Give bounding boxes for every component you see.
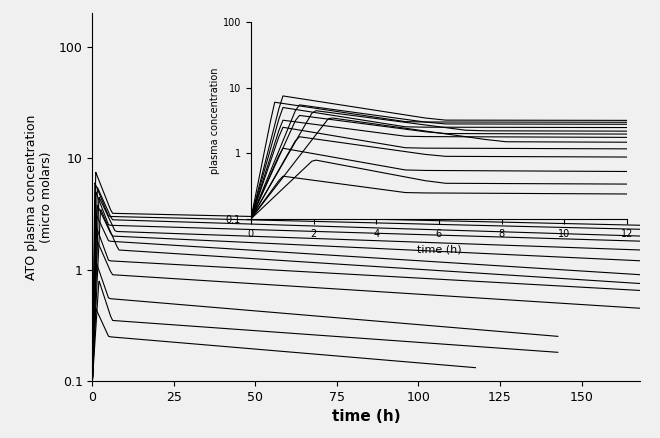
Y-axis label: ATO plasma concentration
(micro molars): ATO plasma concentration (micro molars) xyxy=(25,114,53,280)
X-axis label: time (h): time (h) xyxy=(416,244,461,254)
X-axis label: time (h): time (h) xyxy=(332,410,401,424)
Y-axis label: plasma concentration: plasma concentration xyxy=(210,67,220,174)
